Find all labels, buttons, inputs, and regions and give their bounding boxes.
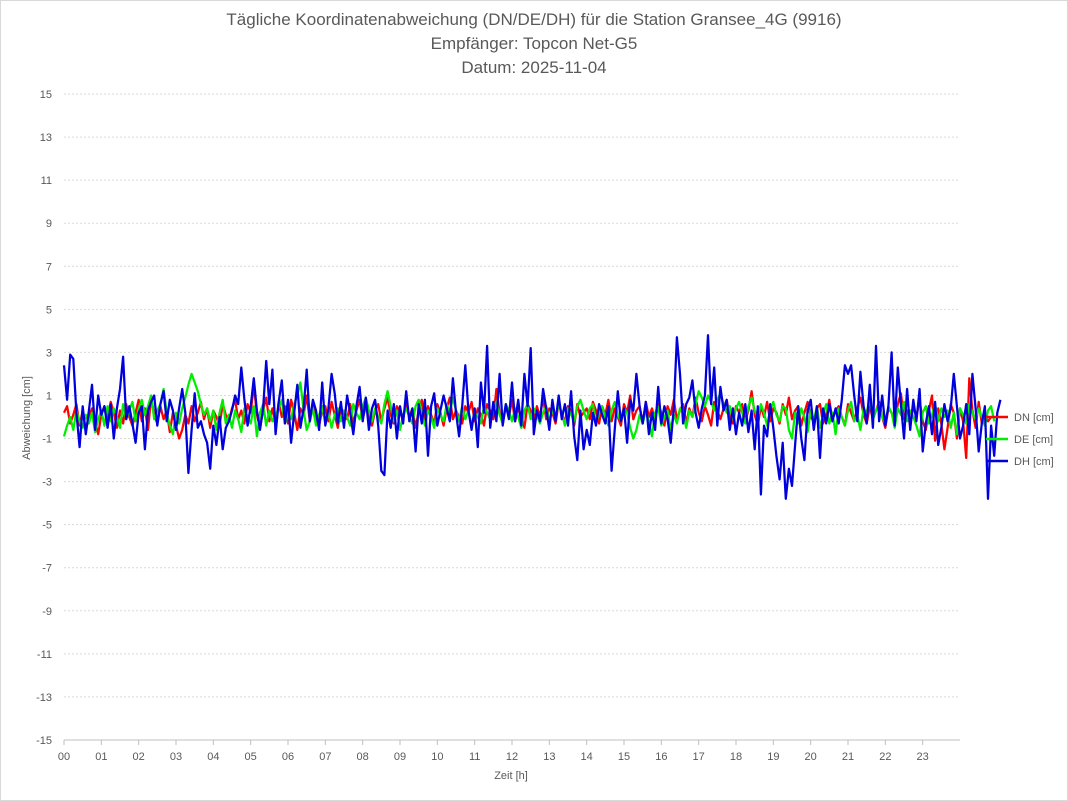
y-tick-label: 9 (46, 218, 52, 230)
series-line-de (62, 372, 996, 440)
x-tick-label: 07 (319, 751, 331, 763)
y-tick-label: 13 (40, 132, 52, 144)
x-tick-label: 18 (730, 751, 742, 763)
x-tick-label: 16 (655, 751, 667, 763)
x-tick-label: 04 (207, 751, 219, 763)
x-tick-label: 13 (543, 751, 555, 763)
x-tick-label: 01 (95, 751, 107, 763)
chart-subtitle-receiver: Empfänger: Topcon Net-G5 (430, 34, 638, 53)
series-lines (62, 334, 1002, 500)
x-tick-label: 15 (618, 751, 630, 763)
x-tick-label: 14 (581, 751, 593, 763)
chart-subtitle-date: Datum: 2025-11-04 (461, 58, 607, 77)
legend-label-dh: DH [cm] (1014, 456, 1054, 468)
y-tick-label: -7 (42, 563, 52, 575)
y-tick-label: 3 (46, 347, 52, 359)
x-tick-label: 03 (170, 751, 182, 763)
x-tick-label: 11 (469, 751, 480, 763)
gridlines (63, 93, 960, 745)
y-tick-label: 11 (41, 175, 52, 187)
x-tick-label: 12 (506, 751, 518, 763)
y-tick-label: -1 (42, 434, 52, 446)
y-tick-label: 15 (40, 89, 52, 101)
x-tick-label: 23 (917, 751, 929, 763)
series-line-dh (62, 334, 1002, 500)
x-tick-label: 02 (133, 751, 145, 763)
chart-title: Tägliche Koordinatenabweichung (DN/DE/DH… (226, 10, 842, 29)
x-tick-label: 09 (394, 751, 406, 763)
y-tick-labels: 15 13 11 9 7 5 3 1 -1 -3 -5 -7 -9 -11 -13 -15 (36, 89, 52, 747)
y-tick-label: -5 (42, 520, 52, 532)
y-tick-label: -11 (37, 649, 52, 661)
x-tick-label: 17 (693, 751, 705, 763)
y-tick-label: -15 (36, 735, 52, 747)
y-tick-label: -9 (42, 606, 52, 618)
y-tick-label: 7 (46, 261, 52, 273)
y-tick-label: -3 (42, 477, 52, 489)
x-tick-label: 20 (805, 751, 817, 763)
x-tick-label: 21 (842, 751, 854, 763)
x-tick-label: 00 (58, 751, 70, 763)
y-axis-title: Abweichung [cm] (21, 376, 33, 460)
legend: DN [cm] DE [cm] DH [cm] (986, 412, 1054, 468)
y-tick-label: 5 (46, 304, 52, 316)
x-tick-label: 22 (879, 751, 891, 763)
legend-label-dn: DN [cm] (1014, 412, 1054, 424)
legend-label-de: DE [cm] (1014, 434, 1053, 446)
x-tick-label: 10 (431, 751, 443, 763)
x-axis-title: Zeit [h] (494, 770, 528, 782)
y-tick-label: 1 (46, 390, 52, 402)
x-tick-label: 19 (767, 751, 779, 763)
y-tick-label: -13 (36, 692, 52, 704)
x-tick-labels: 00 01 02 03 04 05 06 07 08 09 10 11 12 13 14 15 16 17 18 19… (58, 751, 929, 763)
x-tick-label: 06 (282, 751, 294, 763)
x-tick-label: 08 (357, 751, 369, 763)
x-tick-label: 05 (245, 751, 257, 763)
